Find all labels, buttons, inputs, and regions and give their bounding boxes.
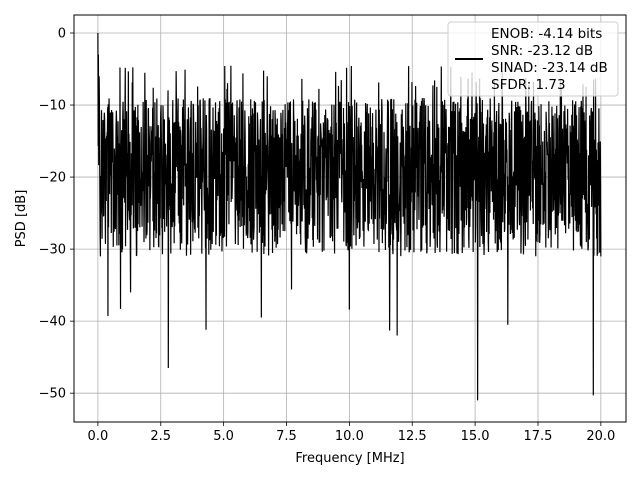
- x-axis-ticks: 0.0 2.5 5.0 7.5 10.0 12.5 15.0 17.5 20.0: [88, 422, 615, 444]
- y-axis-label: PSD [dB]: [14, 190, 29, 248]
- psd-line: [97, 33, 602, 401]
- legend-snr: SNR: -23.12 dB: [491, 43, 593, 59]
- legend-box: [447, 21, 619, 97]
- y-tick-label: −30: [39, 243, 66, 258]
- y-tick-label: −50: [39, 387, 66, 402]
- x-tick-label: 17.5: [524, 429, 553, 444]
- x-axis-label: Frequency [MHz]: [295, 451, 404, 466]
- legend-sinad: SINAD: -23.14 dB: [491, 60, 608, 76]
- y-tick-label: −40: [39, 315, 66, 330]
- x-tick-label: 2.5: [150, 429, 171, 444]
- legend-enob: ENOB: -4.14 bits: [491, 26, 602, 42]
- legend-sfdr: SFDR: 1.73: [491, 77, 566, 93]
- y-axis-ticks: 0 −10 −20 −30 −40 −50: [39, 27, 74, 402]
- y-tick-label: 0: [58, 27, 66, 42]
- x-tick-label: 15.0: [461, 429, 490, 444]
- x-tick-label: 10.0: [335, 429, 364, 444]
- x-tick-label: 5.0: [213, 429, 234, 444]
- x-tick-label: 20.0: [586, 429, 615, 444]
- x-tick-label: 0.0: [88, 429, 109, 444]
- y-tick-label: −10: [39, 99, 66, 114]
- x-tick-label: 12.5: [398, 429, 427, 444]
- x-tick-label: 7.5: [276, 429, 297, 444]
- psd-series: [97, 33, 602, 401]
- plot-frame: [73, 14, 627, 423]
- y-tick-label: −20: [39, 171, 66, 186]
- legend: ENOB: -4.14 bits SNR: -23.12 dB SINAD: -…: [447, 21, 619, 97]
